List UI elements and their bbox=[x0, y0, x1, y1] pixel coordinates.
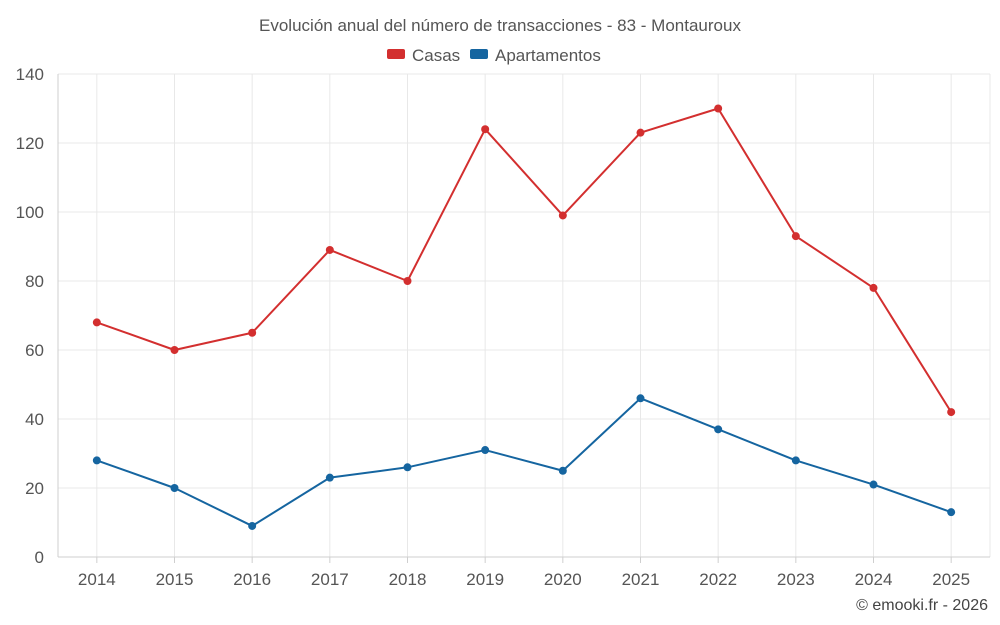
legend-item-apartamentos[interactable]: Apartamentos bbox=[470, 46, 601, 65]
data-point-apartamentos[interactable] bbox=[481, 446, 490, 455]
data-point-apartamentos[interactable] bbox=[636, 394, 645, 403]
x-axis: 2014 2015 2016 2017 2018 2019 2020 2021 2022 2023… bbox=[58, 556, 990, 589]
data-point-casas[interactable] bbox=[403, 277, 412, 285]
data-point-apartamentos[interactable] bbox=[714, 425, 723, 434]
x-tick-label: 2022 bbox=[699, 570, 737, 589]
data-point-casas[interactable] bbox=[869, 283, 878, 292]
grid bbox=[58, 73, 991, 557]
data-point-apartamentos[interactable] bbox=[947, 508, 956, 517]
y-tick-label: 0 bbox=[35, 548, 44, 567]
chart-title: Evolución anual del número de transaccio… bbox=[259, 16, 741, 35]
legend-label-apartamentos: Apartamentos bbox=[495, 46, 601, 65]
x-tick-label: 2014 bbox=[78, 570, 116, 589]
data-point-apartamentos[interactable] bbox=[558, 466, 567, 475]
data-point-casas[interactable] bbox=[714, 104, 723, 113]
data-point-casas[interactable] bbox=[947, 408, 956, 417]
data-point-apartamentos[interactable] bbox=[869, 480, 878, 489]
data-point-apartamentos[interactable] bbox=[92, 456, 101, 465]
data-point-apartamentos[interactable] bbox=[170, 484, 179, 492]
series-casas bbox=[92, 104, 956, 417]
series bbox=[92, 104, 956, 530]
x-tick-label: 2025 bbox=[932, 570, 970, 589]
data-point-apartamentos[interactable] bbox=[791, 456, 800, 465]
data-point-casas[interactable] bbox=[558, 211, 567, 220]
legend-label-casas: Casas bbox=[412, 46, 460, 65]
data-point-casas[interactable] bbox=[92, 318, 101, 327]
x-tick-label: 2017 bbox=[311, 570, 349, 589]
x-tick-label: 2023 bbox=[777, 570, 815, 589]
data-point-casas[interactable] bbox=[248, 328, 257, 337]
x-tick-label: 2024 bbox=[855, 570, 893, 589]
data-point-apartamentos[interactable] bbox=[248, 521, 257, 530]
y-tick-label: 100 bbox=[16, 203, 44, 222]
data-point-apartamentos[interactable] bbox=[325, 473, 334, 482]
x-tick-label: 2019 bbox=[466, 570, 504, 589]
y-tick-label: 140 bbox=[16, 65, 44, 84]
y-tick-label: 40 bbox=[25, 410, 44, 429]
y-tick-label: 80 bbox=[25, 272, 44, 291]
legend-swatch-apartamentos bbox=[470, 49, 488, 59]
credit-text: © emooki.fr - 2026 bbox=[856, 597, 988, 614]
legend-swatch-casas bbox=[387, 49, 405, 59]
series-apartamentos bbox=[92, 394, 956, 530]
data-point-casas[interactable] bbox=[791, 232, 800, 241]
legend-item-casas[interactable]: Casas bbox=[387, 46, 460, 65]
data-point-casas[interactable] bbox=[325, 245, 334, 254]
x-tick-label: 2021 bbox=[622, 570, 660, 589]
y-tick-label: 60 bbox=[25, 341, 44, 360]
y-axis: 0 20 40 60 80 100 120 140 bbox=[16, 65, 59, 567]
x-tick-label: 2020 bbox=[544, 570, 582, 589]
x-tick-label: 2015 bbox=[156, 570, 194, 589]
y-tick-label: 20 bbox=[25, 479, 44, 498]
series-line-casas bbox=[95, 107, 953, 414]
series-line-apartamentos bbox=[95, 397, 953, 527]
x-tick-label: 2018 bbox=[389, 570, 427, 589]
data-point-casas[interactable] bbox=[481, 125, 490, 134]
x-tick-label: 2016 bbox=[233, 570, 271, 589]
data-point-apartamentos[interactable] bbox=[403, 463, 412, 472]
data-point-casas[interactable] bbox=[170, 346, 179, 354]
legend: Casas Apartamentos bbox=[387, 46, 601, 65]
data-point-casas[interactable] bbox=[636, 128, 645, 137]
y-tick-label: 120 bbox=[16, 134, 44, 153]
